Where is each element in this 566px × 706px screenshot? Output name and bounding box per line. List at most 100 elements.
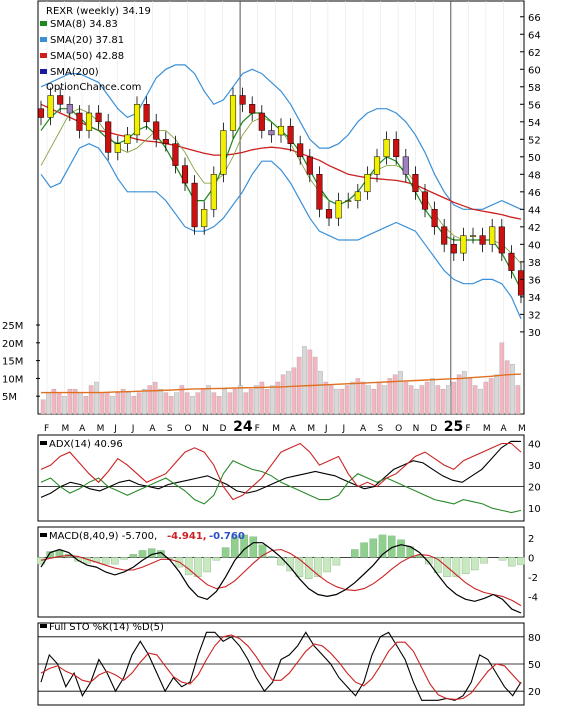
candle-body — [335, 200, 342, 219]
candle-body — [306, 156, 313, 175]
candle-body — [229, 95, 237, 131]
sma50-swatch — [40, 53, 47, 58]
price-tick-label: 40 — [528, 240, 541, 251]
indicator-tick-label: 0 — [528, 553, 534, 564]
macd-histogram-bar — [498, 557, 507, 561]
price-series — [37, 64, 525, 319]
volume-bar — [270, 385, 275, 415]
price-tick-label: 52 — [528, 135, 541, 146]
candle-body — [373, 156, 381, 175]
price-tick-label: 56 — [528, 100, 541, 111]
macd-line — [40, 542, 522, 614]
macd-signal-value: -4.941, — [167, 531, 207, 542]
month-axis: F M A M J J A S O N D 24 F M A M J J A S O N D 25 F M A M — [44, 419, 526, 435]
volume-bar — [147, 385, 153, 415]
price-axis: 30 32 34 36 38 40 42 44 46 48 50 52 54 56 58 60 62 64 66 — [520, 13, 541, 339]
candle-body — [402, 156, 409, 175]
volume-bar — [291, 367, 297, 415]
candle-body — [517, 270, 525, 296]
stoch-k-line — [40, 631, 522, 701]
macd-histogram-bar — [332, 557, 341, 566]
price-tick-label: 64 — [528, 30, 541, 41]
volume-bar — [355, 378, 361, 415]
volume-average-line — [41, 373, 522, 394]
candle-body — [479, 235, 486, 245]
legend-sma20: SMA(20) 37.81 — [50, 35, 124, 46]
adx-series: 10 20 30 40 — [38, 439, 541, 515]
macd-histogram-bar — [203, 557, 211, 573]
month-tick-label: F — [465, 424, 470, 434]
macd-histogram-bar — [212, 557, 221, 561]
macd-histogram-bar — [267, 556, 276, 558]
candle-body — [37, 108, 45, 118]
month-tick-label: J — [113, 424, 117, 434]
volume-bar — [152, 381, 158, 415]
indicator-tick-label: -4 — [528, 592, 538, 603]
macd-histogram-bar — [360, 542, 368, 558]
volume-bar — [334, 388, 339, 415]
month-tick-label: N — [413, 424, 420, 434]
volume-bar — [248, 388, 254, 415]
indicator-tick-label: 30 — [528, 461, 541, 472]
volume-bar — [446, 385, 451, 415]
macd-histogram-bar — [249, 536, 258, 558]
volume-bar — [40, 399, 46, 415]
month-tick-label: M — [97, 424, 105, 434]
volume-bar — [206, 385, 211, 415]
candle-body — [421, 191, 429, 210]
candle-body — [412, 174, 419, 193]
indicator-tick-label: 2 — [528, 534, 534, 545]
candle-body — [172, 143, 179, 166]
bollinger-lower-line — [40, 143, 522, 319]
candle-body — [469, 235, 477, 237]
price-tick-label: 62 — [528, 48, 541, 59]
candle-body — [76, 112, 83, 131]
month-tick-label: J — [131, 424, 135, 434]
bollinger-upper-line — [40, 64, 522, 210]
macd-histogram-bar — [120, 557, 128, 560]
candle-body — [489, 226, 496, 245]
macd-histogram-bar — [480, 557, 488, 564]
candle-body — [143, 104, 150, 123]
stoch-label: Full STO %K(14) %D(5) — [49, 622, 164, 633]
macd-histogram-bar — [314, 557, 322, 577]
macd-histogram-bar — [157, 550, 165, 558]
candle-body — [191, 182, 198, 228]
volume-bar — [83, 396, 89, 415]
macd-histogram-bar — [221, 547, 230, 558]
volume-bar — [339, 388, 345, 415]
month-tick-label: M — [518, 424, 526, 434]
macd-title: MACD(8,40,9) -5.700, -4.941, -0.760 — [40, 531, 245, 542]
macd-histogram-bar — [184, 557, 193, 576]
candle-body — [316, 174, 323, 210]
volume-bar — [515, 385, 521, 415]
candle-body — [325, 209, 333, 219]
price-tick-label: 46 — [528, 188, 541, 199]
volume-tick-label: 25M — [2, 321, 23, 332]
candle-body — [66, 104, 73, 114]
volume-bar — [398, 371, 403, 415]
macd-hist-value: -0.760 — [209, 531, 245, 542]
macd-histogram-bar — [74, 557, 82, 562]
candle-body — [153, 121, 160, 140]
volume-bar — [78, 392, 83, 415]
volume-bar — [510, 364, 515, 415]
macd-histogram-bar — [517, 557, 525, 565]
volume-bar — [499, 342, 505, 415]
price-tick-label: 36 — [528, 275, 541, 286]
month-tick-label: M — [483, 424, 491, 434]
month-tick-label: J — [341, 424, 345, 434]
volume-bar — [403, 381, 409, 415]
price-tick-label: 32 — [528, 310, 541, 321]
macd-histogram-bar — [369, 538, 378, 558]
candle-body — [297, 143, 304, 158]
macd-histogram-bar — [101, 557, 110, 565]
indicator-tick-label: 40 — [528, 439, 541, 450]
sma50-line — [40, 103, 522, 220]
indicator-tick-label: -2 — [528, 573, 538, 584]
candle-body — [345, 200, 352, 202]
stoch-series: 80 50 20 — [38, 631, 541, 701]
ticker-title: REXR (weekly) 34.19 — [46, 6, 151, 17]
stoch-title: Full STO %K(14) %D(5) — [40, 622, 164, 633]
